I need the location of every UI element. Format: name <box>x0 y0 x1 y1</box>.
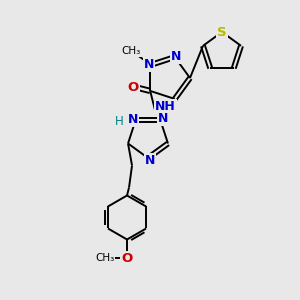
Text: N: N <box>171 50 181 63</box>
Text: CH₃: CH₃ <box>122 46 141 56</box>
Text: N: N <box>145 154 155 166</box>
Text: H: H <box>115 115 124 128</box>
Text: S: S <box>217 26 227 38</box>
Text: NH: NH <box>155 100 176 113</box>
Text: O: O <box>122 252 133 265</box>
Text: O: O <box>128 81 139 94</box>
Text: CH₃: CH₃ <box>95 254 115 263</box>
Text: N: N <box>144 58 154 70</box>
Text: N: N <box>158 112 169 124</box>
Text: N: N <box>128 112 138 125</box>
